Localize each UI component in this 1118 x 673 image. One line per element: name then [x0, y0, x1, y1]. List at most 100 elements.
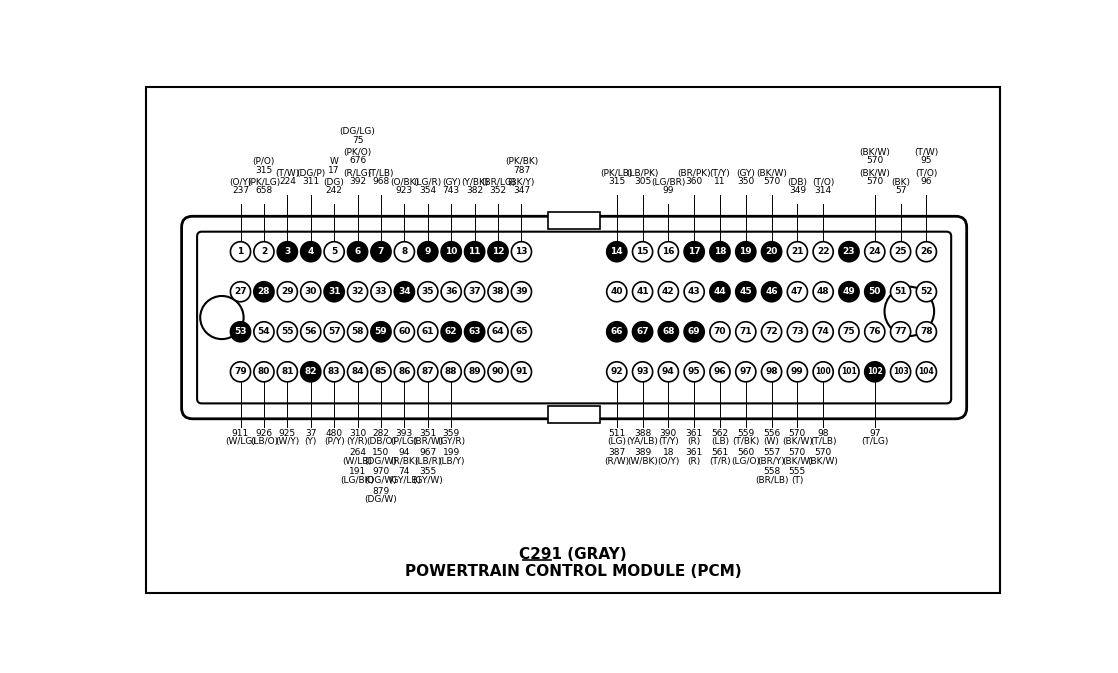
Text: 350: 350: [737, 177, 755, 186]
Text: 57: 57: [328, 327, 341, 336]
Text: (T/W): (T/W): [275, 169, 300, 178]
Circle shape: [917, 242, 937, 262]
Text: 23: 23: [843, 247, 855, 256]
Circle shape: [736, 242, 756, 262]
Text: 25: 25: [894, 247, 907, 256]
Text: (Y): (Y): [304, 437, 316, 446]
Bar: [548, 406, 600, 423]
Circle shape: [813, 242, 833, 262]
Text: 360: 360: [685, 177, 703, 186]
Text: 570: 570: [866, 177, 883, 186]
Text: 52: 52: [920, 287, 932, 296]
Text: 68: 68: [662, 327, 674, 336]
Circle shape: [487, 282, 508, 302]
Circle shape: [864, 362, 884, 382]
Text: (R/W): (R/W): [604, 456, 629, 466]
Text: 29: 29: [281, 287, 294, 296]
Text: 559: 559: [737, 429, 755, 438]
Text: 390: 390: [660, 429, 678, 438]
Text: 41: 41: [636, 287, 648, 296]
Text: 393: 393: [396, 429, 413, 438]
Text: (LB/R): (LB/R): [414, 456, 442, 466]
Circle shape: [465, 322, 485, 342]
Circle shape: [761, 322, 781, 342]
Text: (BR/LB): (BR/LB): [755, 476, 788, 485]
Circle shape: [301, 362, 321, 382]
Circle shape: [254, 362, 274, 382]
Circle shape: [684, 282, 704, 302]
Text: (T/LB): (T/LB): [368, 169, 395, 178]
Circle shape: [442, 362, 462, 382]
Text: 94: 94: [662, 367, 675, 376]
Text: (Y/R): (Y/R): [347, 437, 368, 446]
Text: 18: 18: [663, 448, 674, 457]
Circle shape: [418, 322, 438, 342]
Text: (O/Y): (O/Y): [229, 178, 252, 187]
Circle shape: [787, 282, 807, 302]
Text: 57: 57: [894, 186, 907, 195]
Text: 967: 967: [419, 448, 436, 457]
Text: 79: 79: [234, 367, 247, 376]
Text: 81: 81: [281, 367, 294, 376]
FancyBboxPatch shape: [197, 232, 951, 403]
Text: 82: 82: [304, 367, 318, 376]
Text: 49: 49: [843, 287, 855, 296]
Circle shape: [511, 322, 531, 342]
Text: 97: 97: [869, 429, 881, 438]
Text: 359: 359: [443, 429, 459, 438]
Circle shape: [761, 242, 781, 262]
Text: (PK/O): (PK/O): [343, 148, 371, 157]
Text: 8: 8: [401, 247, 407, 256]
Text: 352: 352: [490, 186, 506, 195]
Text: 22: 22: [817, 247, 830, 256]
Text: 9: 9: [425, 247, 430, 256]
Circle shape: [607, 282, 627, 302]
Text: 570: 570: [762, 177, 780, 186]
Text: (W/BK): (W/BK): [627, 456, 659, 466]
Text: 59: 59: [375, 327, 387, 336]
Text: 50: 50: [869, 287, 881, 296]
Text: 48: 48: [817, 287, 830, 296]
Text: 96: 96: [920, 177, 932, 186]
Circle shape: [200, 296, 244, 339]
Text: 17: 17: [329, 166, 340, 175]
Circle shape: [230, 282, 250, 302]
Text: 6: 6: [354, 247, 361, 256]
Circle shape: [684, 322, 704, 342]
Text: 558: 558: [762, 467, 780, 476]
Text: 12: 12: [492, 247, 504, 256]
Text: (T/Y): (T/Y): [659, 437, 679, 446]
Text: (BK/W): (BK/W): [781, 437, 813, 446]
Circle shape: [395, 322, 415, 342]
Text: 36: 36: [445, 287, 457, 296]
Text: 511: 511: [608, 429, 625, 438]
Circle shape: [633, 362, 653, 382]
Text: 66: 66: [610, 327, 623, 336]
Text: (BK/W): (BK/W): [860, 169, 890, 178]
Circle shape: [465, 242, 485, 262]
Text: (DG/W): (DG/W): [364, 456, 397, 466]
Text: 100: 100: [815, 367, 831, 376]
Text: 98: 98: [765, 367, 778, 376]
Text: 13: 13: [515, 247, 528, 256]
Circle shape: [324, 362, 344, 382]
Text: W: W: [330, 157, 339, 166]
Text: (GY): (GY): [737, 169, 755, 178]
Text: 224: 224: [278, 177, 296, 186]
Text: (GY): (GY): [442, 178, 461, 187]
Text: 347: 347: [513, 186, 530, 195]
Text: 3: 3: [284, 247, 291, 256]
Text: 911: 911: [231, 429, 249, 438]
Text: 34: 34: [398, 287, 410, 296]
Circle shape: [254, 322, 274, 342]
Text: 97: 97: [739, 367, 752, 376]
Text: (PK/LG): (PK/LG): [247, 178, 281, 187]
Text: (P/LG): (P/LG): [390, 437, 418, 446]
Circle shape: [348, 242, 368, 262]
Text: (DG/W): (DG/W): [364, 495, 397, 504]
Text: 77: 77: [894, 327, 907, 336]
Circle shape: [787, 322, 807, 342]
Circle shape: [442, 322, 462, 342]
Text: (T/LG): (T/LG): [861, 437, 889, 446]
Circle shape: [607, 322, 627, 342]
